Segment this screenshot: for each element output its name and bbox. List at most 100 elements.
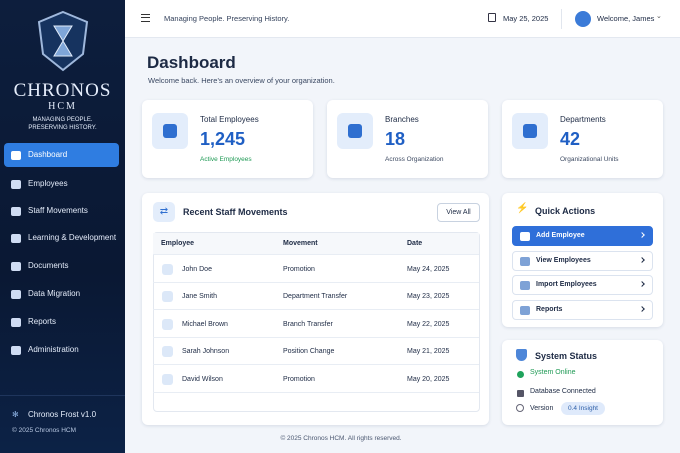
column-header: Movement bbox=[283, 240, 318, 247]
nav-item[interactable]: Documents bbox=[4, 254, 119, 278]
status-item: Database Connected bbox=[530, 388, 596, 395]
movements-title: Recent Staff Movements bbox=[183, 207, 288, 217]
chevron bbox=[639, 232, 645, 238]
stat-label: Branches bbox=[385, 115, 419, 124]
nav-icon bbox=[11, 234, 21, 243]
stat-value: 42 bbox=[560, 129, 581, 149]
copyright: © 2025 Chronos HCM bbox=[12, 427, 77, 434]
page-title: Dashboard bbox=[147, 53, 236, 72]
cell: May 22, 2025 bbox=[407, 320, 450, 328]
table-row: John Doe Promotion May 24, 2025 bbox=[153, 256, 479, 283]
tagline: MANAGING PEOPLE. PRESERVING HISTORY. bbox=[28, 117, 97, 131]
quick-action-button[interactable]: View Employees bbox=[512, 250, 653, 271]
table bbox=[153, 232, 480, 412]
stat-note: Across Organization bbox=[385, 156, 444, 163]
stat-icon bbox=[337, 113, 373, 149]
icon-glyph bbox=[163, 124, 177, 138]
topbar: Managing People. Preserving History. May… bbox=[125, 0, 680, 38]
nav-item[interactable]: Reports bbox=[4, 310, 119, 334]
avatar-icon bbox=[162, 318, 173, 330]
calendar-icon bbox=[488, 13, 496, 22]
stat-value: 18 bbox=[385, 129, 406, 149]
status-icon bbox=[517, 390, 524, 397]
stat-icon bbox=[152, 113, 188, 149]
brand: CHRONOS bbox=[13, 80, 112, 101]
cell: Branch Transfer bbox=[283, 320, 333, 328]
chevron bbox=[639, 256, 645, 263]
avatar-icon bbox=[162, 291, 173, 303]
cell: Jane Smith bbox=[182, 293, 218, 301]
action-icon bbox=[520, 256, 530, 266]
chevron[interactable]: ⌄ bbox=[656, 13, 662, 20]
quick-action-button[interactable]: Add Employee bbox=[512, 226, 653, 246]
avatar-icon bbox=[162, 264, 173, 275]
chevron bbox=[639, 305, 645, 312]
cell: May 24, 2025 bbox=[407, 266, 450, 273]
nav-item[interactable]: Employees bbox=[4, 172, 119, 196]
avatar[interactable] bbox=[575, 11, 591, 27]
nav-item[interactable]: Administration bbox=[4, 338, 119, 362]
status-title: System Status bbox=[535, 351, 598, 361]
nav-icon bbox=[11, 290, 21, 299]
cell: Sarah Johnson bbox=[182, 348, 230, 356]
view-all-button[interactable]: View All bbox=[437, 203, 480, 222]
stat-icon bbox=[512, 113, 548, 149]
avatar-icon bbox=[162, 346, 173, 358]
page-subtitle: Welcome back. Here's an overview of your… bbox=[148, 76, 335, 85]
user-menu[interactable]: Welcome, James bbox=[597, 14, 655, 23]
movements-card bbox=[142, 193, 489, 425]
table-header: Employee Movement Date bbox=[153, 233, 479, 255]
nav-item[interactable]: Dashboard bbox=[4, 143, 119, 167]
version-icon bbox=[516, 404, 524, 412]
stat-label: Total Employees bbox=[200, 115, 259, 124]
action-icon bbox=[520, 305, 530, 315]
table-row: Sarah Johnson Position Change May 21, 2025 bbox=[153, 338, 479, 366]
cell: May 20, 2025 bbox=[407, 375, 450, 383]
version-badge: 0.4 Insight bbox=[561, 402, 605, 415]
version-label: Version bbox=[530, 405, 554, 412]
status-item: System Online bbox=[530, 369, 576, 376]
nav-icon bbox=[11, 318, 21, 327]
nav-item[interactable]: Data Migration bbox=[4, 282, 119, 306]
stat-value: 1,245 bbox=[200, 129, 246, 149]
stat-note: Active Employees bbox=[200, 156, 252, 163]
table-row: Jane Smith Department Transfer May 23, 202… bbox=[153, 283, 479, 311]
snow-icon: ✻ bbox=[12, 410, 19, 419]
cell: Department Transfer bbox=[283, 293, 348, 301]
shield-icon bbox=[516, 349, 527, 361]
version: Chronos Frost v1.0 bbox=[28, 410, 97, 419]
bolt-icon: ⚡ bbox=[516, 203, 529, 214]
action-icon bbox=[520, 232, 530, 241]
nav-icon bbox=[11, 207, 21, 216]
nav-icon bbox=[11, 180, 21, 189]
nav-icon bbox=[11, 262, 21, 271]
nav-item[interactable]: Learning & Development bbox=[4, 226, 119, 250]
divider bbox=[0, 395, 125, 396]
chevron bbox=[639, 281, 645, 287]
icon-glyph bbox=[348, 124, 362, 138]
nav-icon bbox=[11, 151, 21, 160]
quick-action-button[interactable]: Import Employees bbox=[512, 275, 653, 295]
stat-note: Organizational Units bbox=[560, 156, 619, 163]
quick-actions-title: Quick Actions bbox=[535, 206, 596, 216]
menu-button[interactable] bbox=[141, 14, 150, 22]
cell: May 21, 2025 bbox=[407, 348, 450, 356]
cell: Promotion bbox=[283, 266, 315, 273]
cell: David Wilson bbox=[182, 375, 223, 383]
movements-icon: ⇄ bbox=[153, 202, 175, 222]
quick-action-button[interactable]: Reports bbox=[512, 299, 653, 320]
sidebar: CHRONOS HCM MANAGING PEOPLE. PRESERVING … bbox=[0, 0, 125, 453]
brand-sub: HCM bbox=[48, 101, 77, 112]
logo bbox=[37, 10, 89, 72]
avatar-icon bbox=[162, 373, 173, 385]
nav-item[interactable]: Staff Movements bbox=[4, 199, 119, 223]
top-tagline: Managing People. Preserving History. bbox=[164, 14, 290, 23]
action-icon bbox=[520, 281, 530, 290]
cell: May 23, 2025 bbox=[407, 293, 450, 301]
table-row: Michael Brown Branch Transfer May 22, 2025 bbox=[153, 311, 479, 338]
divider bbox=[561, 9, 562, 29]
footer: © 2025 Chronos HCM. All rights reserved. bbox=[280, 435, 402, 442]
status-icon bbox=[517, 371, 524, 378]
cell: Promotion bbox=[283, 375, 315, 383]
